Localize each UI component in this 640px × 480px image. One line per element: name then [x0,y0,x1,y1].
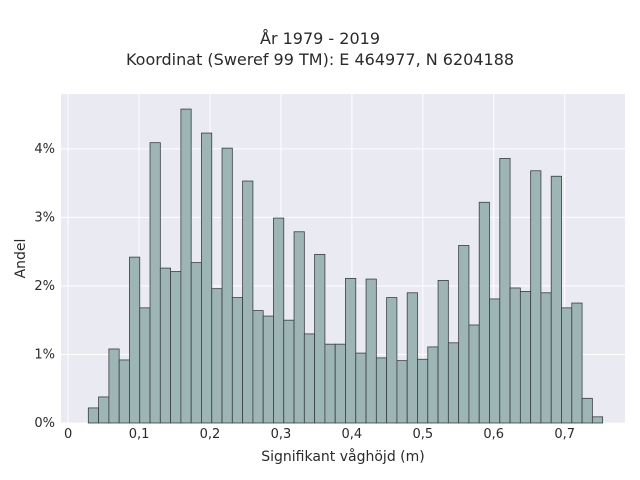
histogram-bar [334,343,346,424]
chart-subtitle: Koordinat (Sweref 99 TM): E 464977, N 62… [125,50,515,69]
histogram-bar [118,359,130,424]
histogram-bar [211,288,223,424]
x-tick-labels: 0 0,1 0,2 0,3 0,4 0,5 0,6 0,7 [64,427,575,442]
histogram-bar [283,319,295,424]
histogram-bar [561,307,573,424]
histogram-bar [139,307,151,424]
histogram-bar [417,358,429,424]
x-tick-label: 0,6 [483,427,504,442]
histogram-bar [489,298,501,424]
histogram-bar [252,310,264,424]
y-tick-label: 4% [34,142,55,157]
histogram-bar [365,278,377,424]
histogram-bar [458,245,470,424]
x-tick-label: 0,7 [554,427,575,442]
y-tick-label: 2% [34,279,55,294]
histogram-bar [478,201,490,424]
histogram-bar [427,346,439,424]
histogram-bar [355,352,367,424]
histogram-bar [447,342,460,424]
x-tick-label: 0,4 [342,427,363,442]
histogram-bar [159,267,172,424]
histogram-bar [509,287,521,424]
histogram-bar [221,147,233,424]
x-tick-label: 0,5 [412,427,433,442]
chart-title: År 1979 - 2019 [260,29,380,48]
bars [87,108,604,424]
histogram-bar [499,158,511,424]
histogram-bar [437,280,449,424]
histogram-bar [468,324,480,424]
y-tick-labels: 0% 1% 2% 3% 4% [34,142,55,431]
y-axis-label: Andel [13,239,29,279]
histogram-bar [262,315,274,424]
histogram-bar [591,416,604,424]
histogram-bar [129,256,141,424]
histogram-bar [314,253,326,424]
histogram-bar [273,217,285,424]
histogram-bar [293,231,305,424]
histogram-bar [149,142,161,424]
histogram-bar [170,271,182,424]
x-axis-label: Signifikant våghöjd (m) [261,448,424,465]
histogram-bar [87,407,100,424]
x-tick-label: 0,3 [271,427,292,442]
x-tick-label: 0 [64,427,72,442]
y-tick-label: 3% [34,210,55,225]
histogram-bar [231,297,244,424]
histogram-bar [519,290,532,424]
x-tick-label: 0,1 [129,427,150,442]
histogram-bar [108,348,120,424]
histogram-bar [180,108,192,424]
histogram-bar [386,297,398,424]
histogram-bar [98,396,110,424]
y-tick-label: 0% [34,416,55,431]
histogram-bar [550,175,562,424]
histogram-bar [324,343,336,424]
histogram-bar [530,170,542,424]
histogram-bar [242,180,254,424]
histogram-bar [581,397,593,424]
histogram-bar [540,292,552,424]
histogram-bar [345,277,357,424]
histogram-bar [190,262,202,424]
histogram-bar [201,132,213,424]
histogram-bar [396,360,408,424]
histogram-bar [406,292,418,424]
histogram-bar [375,357,388,424]
y-tick-label: 1% [34,347,55,362]
histogram-bar [571,302,583,424]
x-tick-label: 0,2 [200,427,221,442]
histogram-bar [303,333,316,424]
